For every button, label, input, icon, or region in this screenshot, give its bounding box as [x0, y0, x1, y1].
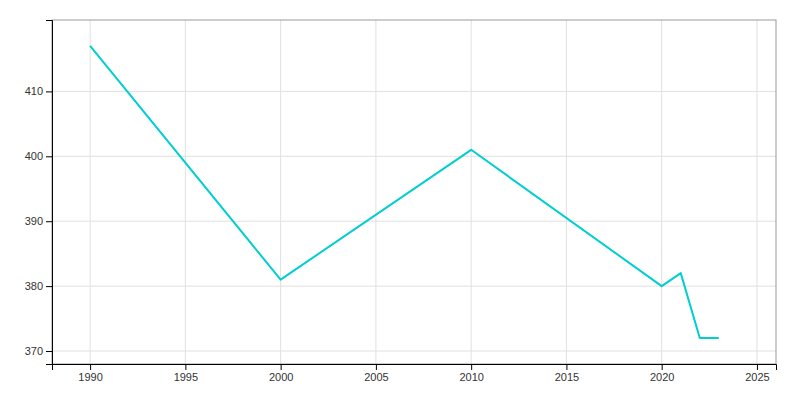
grid-line-x [661, 20, 662, 364]
marks [90, 46, 719, 338]
plot-frame [52, 20, 776, 364]
grid-line-x [185, 20, 186, 364]
x-axis-tick-mark [376, 364, 377, 370]
y-axis-tick: 410 [25, 85, 52, 97]
x-axis-tick-label: 2020 [650, 371, 674, 383]
x-axis-tick: 2010 [459, 364, 483, 383]
x-axis-tick: 2020 [650, 364, 674, 383]
y-axis-tick: 370 [25, 345, 52, 357]
chart-svg: 1990 1995 2000 2005 2010 2015 2020 2025 370 380 39… [0, 0, 800, 400]
grid-line-x [756, 20, 757, 364]
x-axis-domain [53, 365, 777, 371]
y-axis-tick-label: 410 [25, 85, 43, 97]
x-axis-tick-mark [471, 364, 472, 370]
grid-line-y [52, 91, 776, 92]
y-axis-tick: 390 [25, 215, 52, 227]
y-axis-tick-mark [46, 156, 52, 157]
y-axis-domain [46, 21, 53, 365]
x-axis: 1990 1995 2000 2005 2010 2015 2020 2025 [53, 364, 777, 383]
x-axis-tick-mark [185, 364, 186, 370]
y-axis-tick: 400 [25, 150, 52, 162]
series-line [90, 46, 719, 338]
y-axis-tick: 380 [25, 280, 52, 292]
y-axis-tick-label: 380 [25, 280, 43, 292]
grid [52, 20, 776, 364]
x-axis-tick-mark [662, 364, 663, 370]
grid-line-y [52, 286, 776, 287]
grid-line-y [52, 351, 776, 352]
x-axis-tick-mark [757, 364, 758, 370]
chart-container: 1990 1995 2000 2005 2010 2015 2020 2025 370 380 39… [0, 0, 800, 400]
x-axis-tick-mark [566, 364, 567, 370]
x-axis-tick: 2000 [269, 364, 293, 383]
x-axis-tick: 2025 [745, 364, 769, 383]
y-axis-tick-label: 370 [25, 345, 43, 357]
y-axis-tick-label: 390 [25, 215, 43, 227]
y-axis-tick-mark [46, 91, 52, 92]
x-axis-tick: 2005 [364, 364, 388, 383]
x-axis-tick-label: 2025 [745, 371, 769, 383]
grid-line-y [52, 221, 776, 222]
grid-line-x [375, 20, 376, 364]
y-axis-tick-mark [46, 221, 52, 222]
x-axis-tick: 1995 [174, 364, 198, 383]
grid-line-y [52, 156, 776, 157]
grid-line-x [280, 20, 281, 364]
grid-line-x [90, 20, 91, 364]
x-axis-tick-mark [90, 364, 91, 370]
x-axis-tick: 2015 [555, 364, 579, 383]
x-axis-tick-label: 2015 [555, 371, 579, 383]
x-axis-tick-label: 2010 [459, 371, 483, 383]
grid-line-x [471, 20, 472, 364]
y-axis: 370 380 390 400 410 [25, 21, 53, 365]
y-axis-tick-mark [46, 351, 52, 352]
x-axis-tick-label: 2000 [269, 371, 293, 383]
plot-area: 1990 1995 2000 2005 2010 2015 2020 2025 370 380 39… [25, 20, 777, 383]
x-axis-tick-label: 2005 [364, 371, 388, 383]
y-axis-tick-mark [46, 286, 52, 287]
x-axis-tick-label: 1990 [78, 371, 102, 383]
x-axis-tick: 1990 [78, 364, 102, 383]
x-axis-tick-mark [281, 364, 282, 370]
grid-line-x [566, 20, 567, 364]
y-axis-tick-label: 400 [25, 150, 43, 162]
x-axis-tick-label: 1995 [174, 371, 198, 383]
